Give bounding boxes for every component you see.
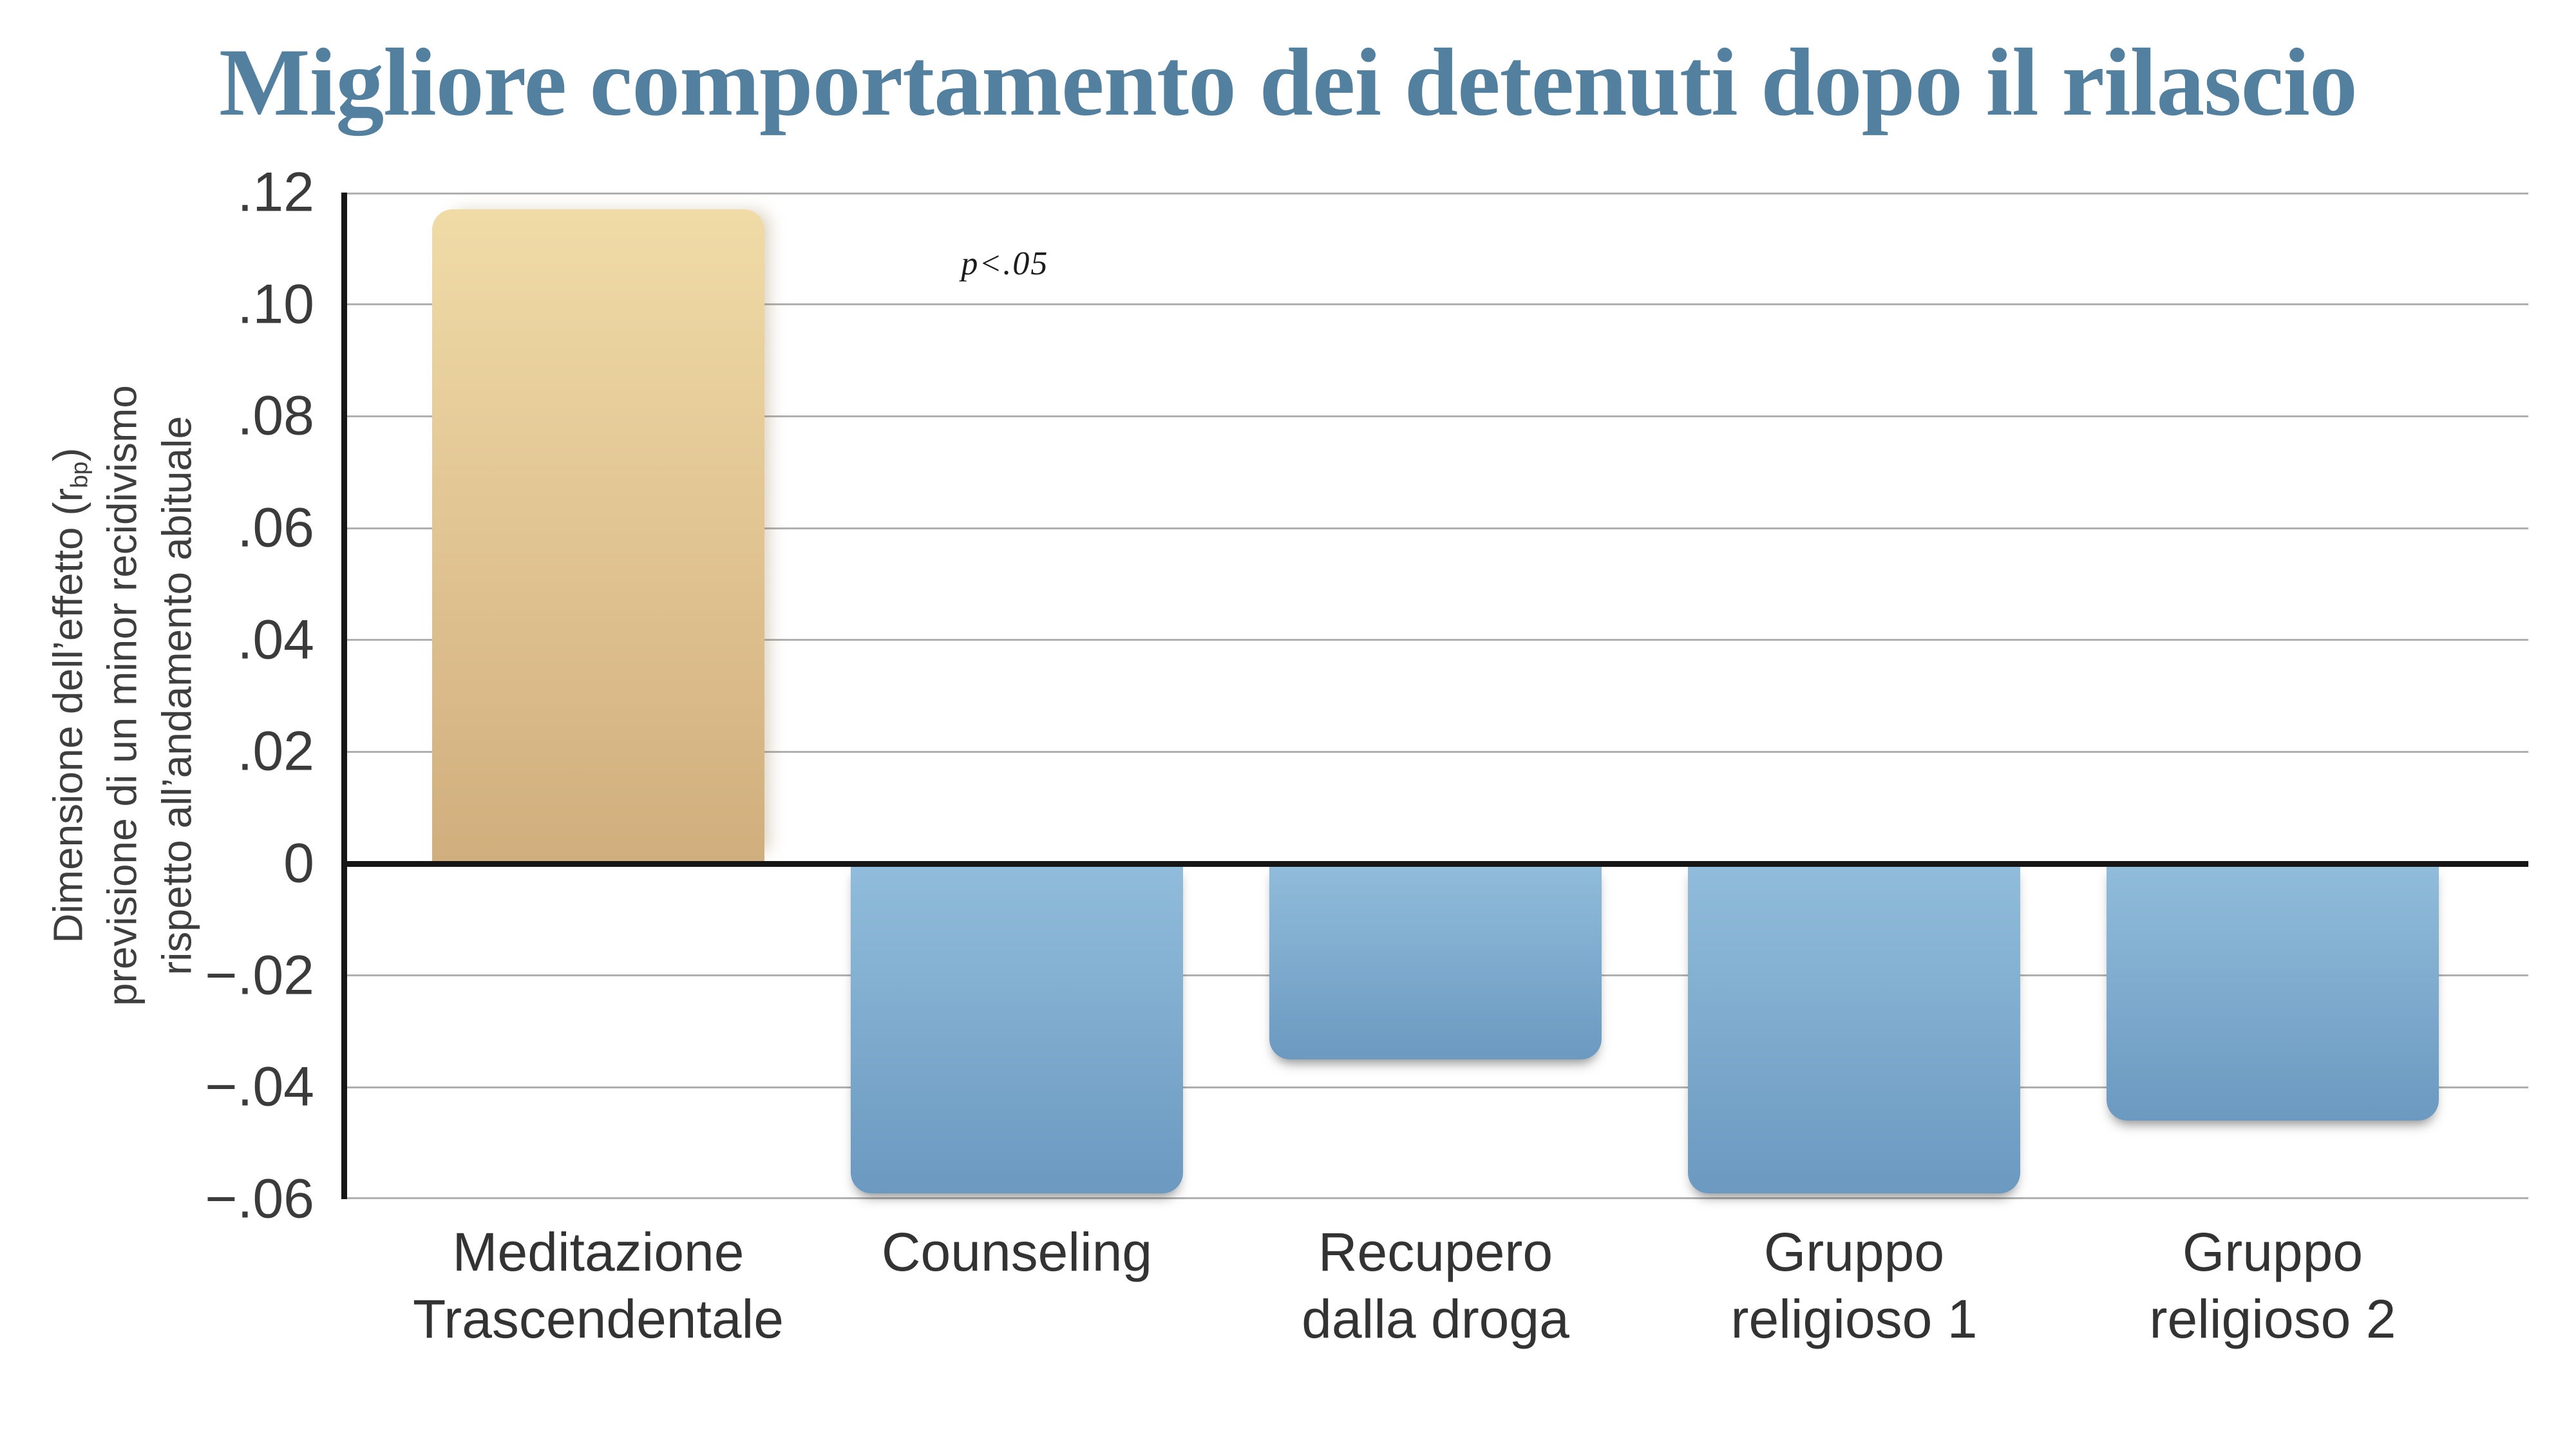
significance-annotation: p<.05 (961, 245, 1049, 283)
gridline (343, 1197, 2528, 1199)
gridline (343, 1086, 2528, 1088)
bar-recupero-dalla-droga (1269, 864, 1602, 1059)
zero-axis-line (343, 860, 2528, 867)
y-tick-label: 0 (283, 832, 314, 895)
y-tick-label: .12 (237, 161, 314, 223)
y-tick-label: −.06 (205, 1168, 314, 1230)
y-axis-tick-labels: .12 .10 .08 .06 .04 .02 0 −.02 −.04 −.06 (0, 162, 314, 1230)
y-tick-label: .06 (237, 497, 314, 559)
gridline (343, 193, 2528, 194)
bar-gruppo-religioso-1 (1688, 864, 2020, 1194)
y-tick-label: .08 (237, 384, 314, 447)
x-axis-labels: Meditazione Trascendentale Counseling Recup… (343, 1218, 2528, 1352)
x-axis-category-label: Gruppo religioso 2 (2149, 1222, 2396, 1350)
y-tick-label: −.04 (205, 1056, 314, 1118)
y-tick-label: −.02 (205, 944, 314, 1007)
gridline (343, 303, 2528, 306)
y-tick-label: .02 (237, 720, 314, 782)
plot-area: p<.05 (341, 193, 2528, 1199)
x-axis-category-label: Recupero dalla droga (1302, 1222, 1569, 1350)
chart-title: Migliore comportamento dei detenuti dopo… (219, 29, 2358, 136)
x-axis-category-label: Gruppo religioso 1 (1730, 1222, 1978, 1350)
y-tick-label: .10 (237, 273, 314, 336)
gridline (343, 639, 2528, 641)
x-axis-category-label: Meditazione Trascendentale (413, 1222, 784, 1350)
bar-meditazione-trascendentale (432, 209, 764, 864)
bar-counseling (851, 864, 1183, 1194)
gridline (343, 527, 2528, 529)
x-axis-category-label: Counseling (881, 1222, 1153, 1282)
gridline (343, 415, 2528, 417)
y-tick-label: .04 (237, 609, 314, 671)
y-axis-line (341, 193, 347, 1199)
bar-gruppo-religioso-2 (2107, 864, 2439, 1121)
gridline (343, 750, 2528, 753)
